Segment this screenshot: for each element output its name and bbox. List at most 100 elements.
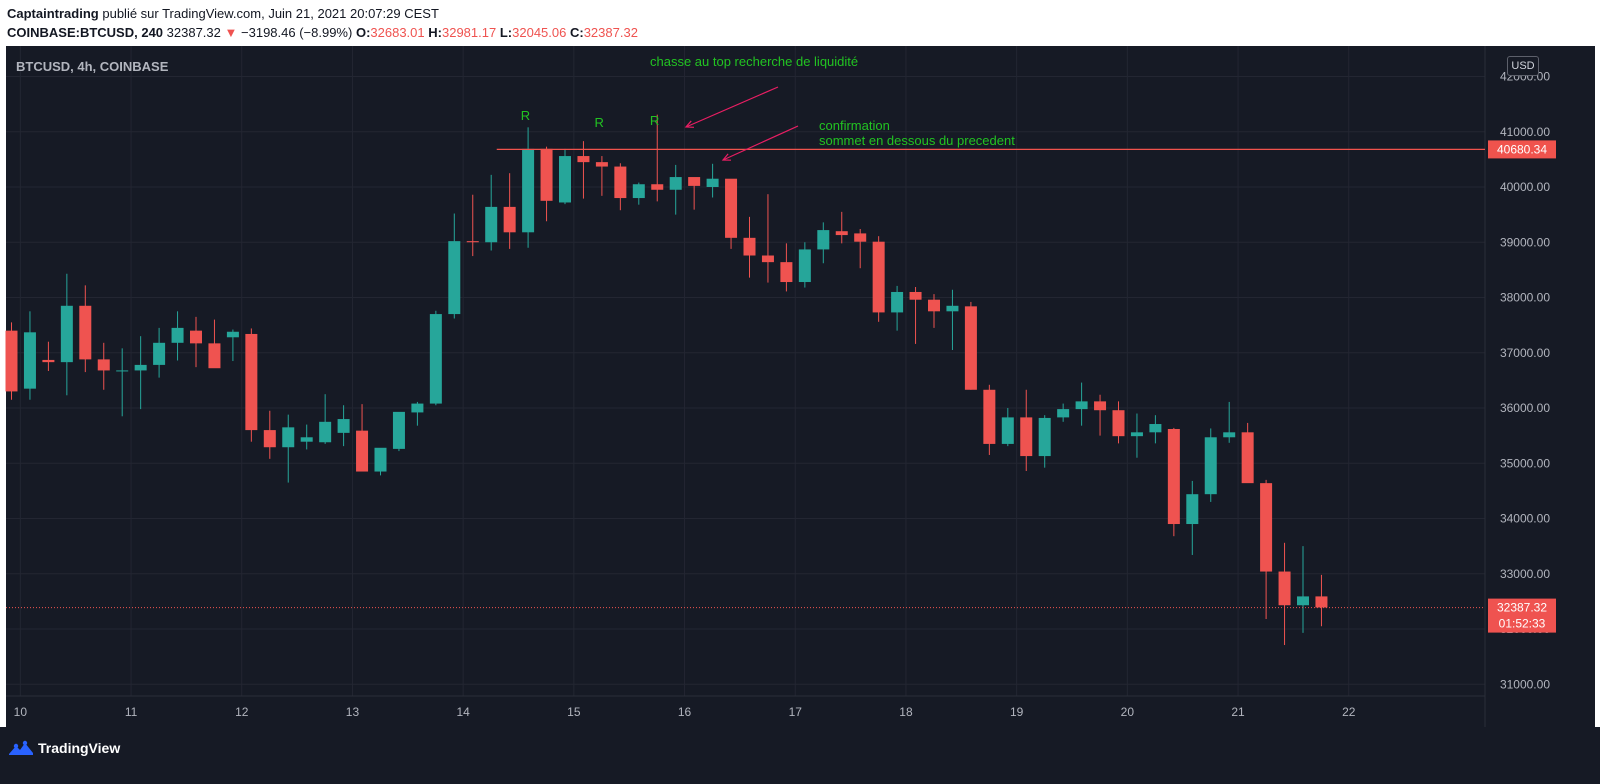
level-price-tag xyxy=(1488,140,1556,159)
candle-body xyxy=(1278,571,1291,606)
y-tick-label: 38000.00 xyxy=(1500,291,1550,305)
currency-label[interactable]: USD xyxy=(1507,56,1539,76)
candle-body xyxy=(669,177,682,190)
candle-body xyxy=(392,411,405,449)
y-tick-label: 35000.00 xyxy=(1500,456,1550,470)
candle-body xyxy=(208,343,221,369)
annotation-confirmation: confirmation xyxy=(819,118,890,133)
annotation-liquidity: chasse au top recherche de liquidité xyxy=(650,54,858,69)
open-value: 32683.01 xyxy=(370,25,425,40)
x-tick-label: 15 xyxy=(567,705,581,719)
y-tick-label: 39000.00 xyxy=(1500,235,1550,249)
high-value: 32981.17 xyxy=(441,25,497,40)
candle-body xyxy=(153,342,166,365)
candle-body xyxy=(79,305,92,360)
candle-body xyxy=(1315,596,1328,608)
candle-body xyxy=(928,299,940,312)
last-price-label: 32387.32 xyxy=(1497,601,1547,615)
candle-body xyxy=(559,156,571,203)
candle-body xyxy=(171,327,184,343)
candle-body xyxy=(1149,424,1162,433)
x-tick-label: 16 xyxy=(678,705,692,719)
y-tick-label: 33000.00 xyxy=(1500,567,1550,581)
down-arrow-icon: ▼ xyxy=(224,25,238,40)
candle-body xyxy=(23,332,36,389)
candle-body xyxy=(42,359,55,363)
candle-body xyxy=(632,184,645,199)
close-label: C: xyxy=(569,25,584,40)
price-change: −3198.46 (−8.99%) xyxy=(241,25,353,40)
candle-body xyxy=(97,359,110,371)
candle-body xyxy=(60,305,73,363)
candle-body xyxy=(1241,432,1254,484)
overlays: chasse au top recherche de liquidité conf… xyxy=(6,54,1556,633)
last-price-tag xyxy=(1488,598,1556,633)
arrow-confirmation-head xyxy=(721,153,732,161)
symbol-label: COINBASE:BTCUSD, 240 xyxy=(7,25,164,40)
candle-body xyxy=(891,291,904,313)
candle-body xyxy=(1075,401,1088,410)
high-label: H: xyxy=(428,25,442,40)
arrow-confirmation xyxy=(722,125,799,161)
candle-body xyxy=(743,237,756,256)
candle-body xyxy=(5,330,18,392)
level-price-label: 40680.34 xyxy=(1497,142,1547,156)
y-tick-label: 36000.00 xyxy=(1500,401,1550,415)
chart-title: BTCUSD, 4h, COINBASE xyxy=(16,59,169,74)
annotation-r: R xyxy=(521,108,530,123)
x-tick-label: 12 xyxy=(235,705,249,719)
candle-body xyxy=(946,305,959,312)
candle-body xyxy=(134,364,147,371)
candle-body xyxy=(964,306,977,390)
candle-body xyxy=(909,291,922,300)
candle-body xyxy=(263,430,276,448)
candle-body xyxy=(780,262,793,283)
candle-body xyxy=(1038,417,1051,457)
candle-body xyxy=(595,162,608,167)
candle-body xyxy=(835,231,848,236)
candle-body xyxy=(485,206,498,243)
last-price-value: 32387.32 xyxy=(166,25,221,40)
chart-panel[interactable] xyxy=(6,46,1595,727)
candle-body xyxy=(466,241,479,243)
y-tick-label: 34000.00 xyxy=(1500,512,1550,526)
arrow-liquidity xyxy=(685,86,779,128)
candle-body xyxy=(1167,428,1180,525)
candle-body xyxy=(411,403,424,413)
x-tick-label: 17 xyxy=(789,705,803,719)
candle-body xyxy=(854,233,867,242)
candles xyxy=(5,114,1328,646)
candle-body xyxy=(651,184,664,190)
x-tick-label: 20 xyxy=(1121,705,1135,719)
annotation-lower-top: sommet en dessous du precedent xyxy=(819,133,1015,148)
close-value: 32387.32 xyxy=(583,25,638,40)
candle-body xyxy=(983,389,996,444)
chart-header: Captaintrading publié sur TradingView.co… xyxy=(0,0,1600,46)
candle-body xyxy=(429,314,442,404)
candle-body xyxy=(1001,417,1014,444)
low-value: 32045.06 xyxy=(512,25,567,40)
candle-body xyxy=(761,255,774,263)
author-name[interactable]: Captaintrading xyxy=(7,6,99,21)
candle-body xyxy=(190,330,202,344)
candle-body xyxy=(1094,401,1107,411)
annotation-r: R xyxy=(595,115,604,130)
candle-body xyxy=(1130,432,1143,437)
candle-body xyxy=(817,230,830,250)
footer xyxy=(0,727,1600,784)
x-tick-label: 13 xyxy=(346,705,360,719)
candle-body xyxy=(282,427,295,448)
publish-info: Captaintrading publié sur TradingView.co… xyxy=(7,6,439,21)
candle-body xyxy=(337,419,350,433)
publish-date: publié sur TradingView.com, Juin 21, 202… xyxy=(102,6,439,21)
candle-body xyxy=(614,166,627,199)
candle-body xyxy=(226,331,239,338)
tradingview-logo[interactable]: TradingView xyxy=(8,740,120,756)
candle-body xyxy=(522,148,535,233)
candle-body xyxy=(503,206,516,233)
y-tick-label: 41000.00 xyxy=(1500,125,1550,139)
candle-body xyxy=(706,178,719,187)
arrow-liquidity-head xyxy=(684,120,695,128)
candle-body xyxy=(374,447,387,472)
